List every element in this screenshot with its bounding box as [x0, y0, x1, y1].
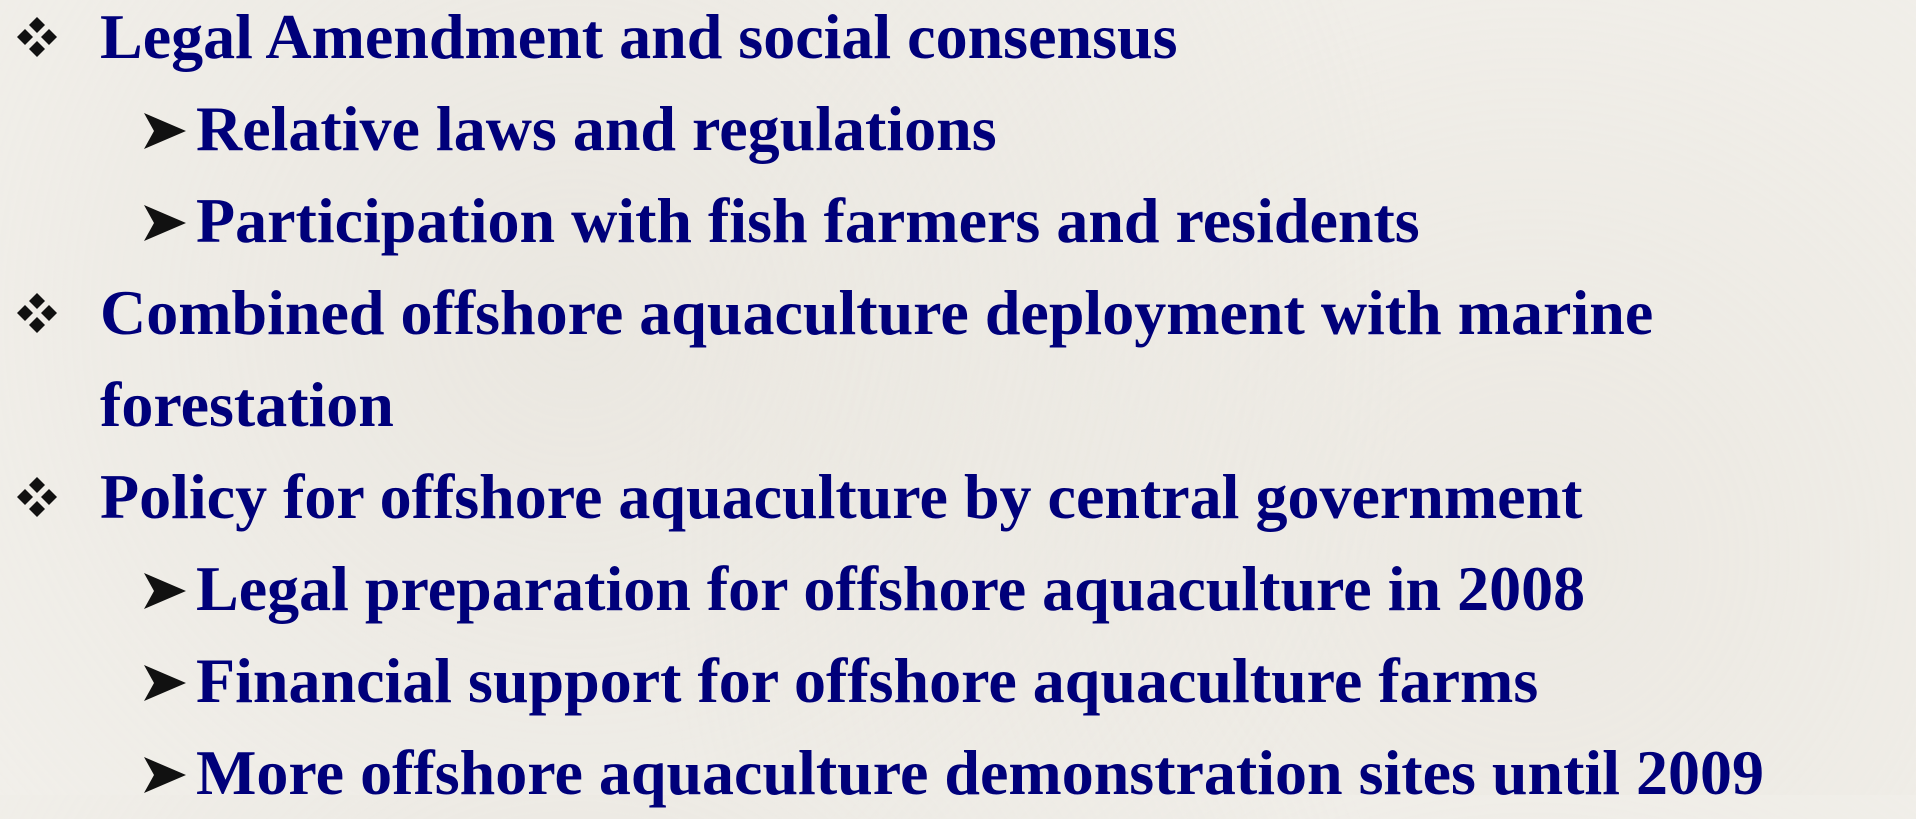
- slide: Legal Amendment and social consensus Rela…: [17, 1, 1764, 808]
- main-bullet: Policy for offshore aquaculture by centr…: [0, 451, 1890, 543]
- sub-bullet-text: More offshore aquaculture demonstration …: [196, 737, 1764, 808]
- diamond-bullet: [17, 477, 57, 517]
- main-bullet-text: Policy for offshore aquaculture by centr…: [100, 461, 1583, 532]
- sub-bullet: Legal preparation for offshore aquacultu…: [0, 543, 1896, 635]
- diamond-bullet: [17, 17, 57, 57]
- main-bullet-text: Combined offshore aquaculture deployment…: [100, 277, 1654, 440]
- sub-bullet-text: Relative laws and regulations: [196, 93, 997, 164]
- main-bullet-text: Legal Amendment and social consensus: [100, 1, 1178, 72]
- sub-bullet: More offshore aquaculture demonstration …: [0, 727, 1896, 819]
- main-bullet: Legal Amendment and social consensus: [0, 0, 1890, 83]
- arrow-bullet: [144, 757, 186, 793]
- sub-bullet: Relative laws and regulations: [0, 83, 1896, 175]
- arrow-bullet: [144, 665, 186, 701]
- sub-bullet: Participation with fish farmers and resi…: [0, 175, 1896, 267]
- arrow-bullet: [144, 113, 186, 149]
- arrow-bullet: [144, 205, 186, 241]
- arrow-bullet: [144, 573, 186, 609]
- sub-bullet: Financial support for offshore aquacultu…: [0, 635, 1896, 727]
- sub-bullet-text: Financial support for offshore aquacultu…: [196, 645, 1539, 716]
- main-bullet: Combined offshore aquaculture deployment…: [0, 267, 1890, 451]
- sub-bullet-text: Legal preparation for offshore aquacultu…: [196, 553, 1586, 624]
- sub-bullet-text: Participation with fish farmers and resi…: [196, 185, 1420, 256]
- diamond-bullet: [17, 293, 57, 333]
